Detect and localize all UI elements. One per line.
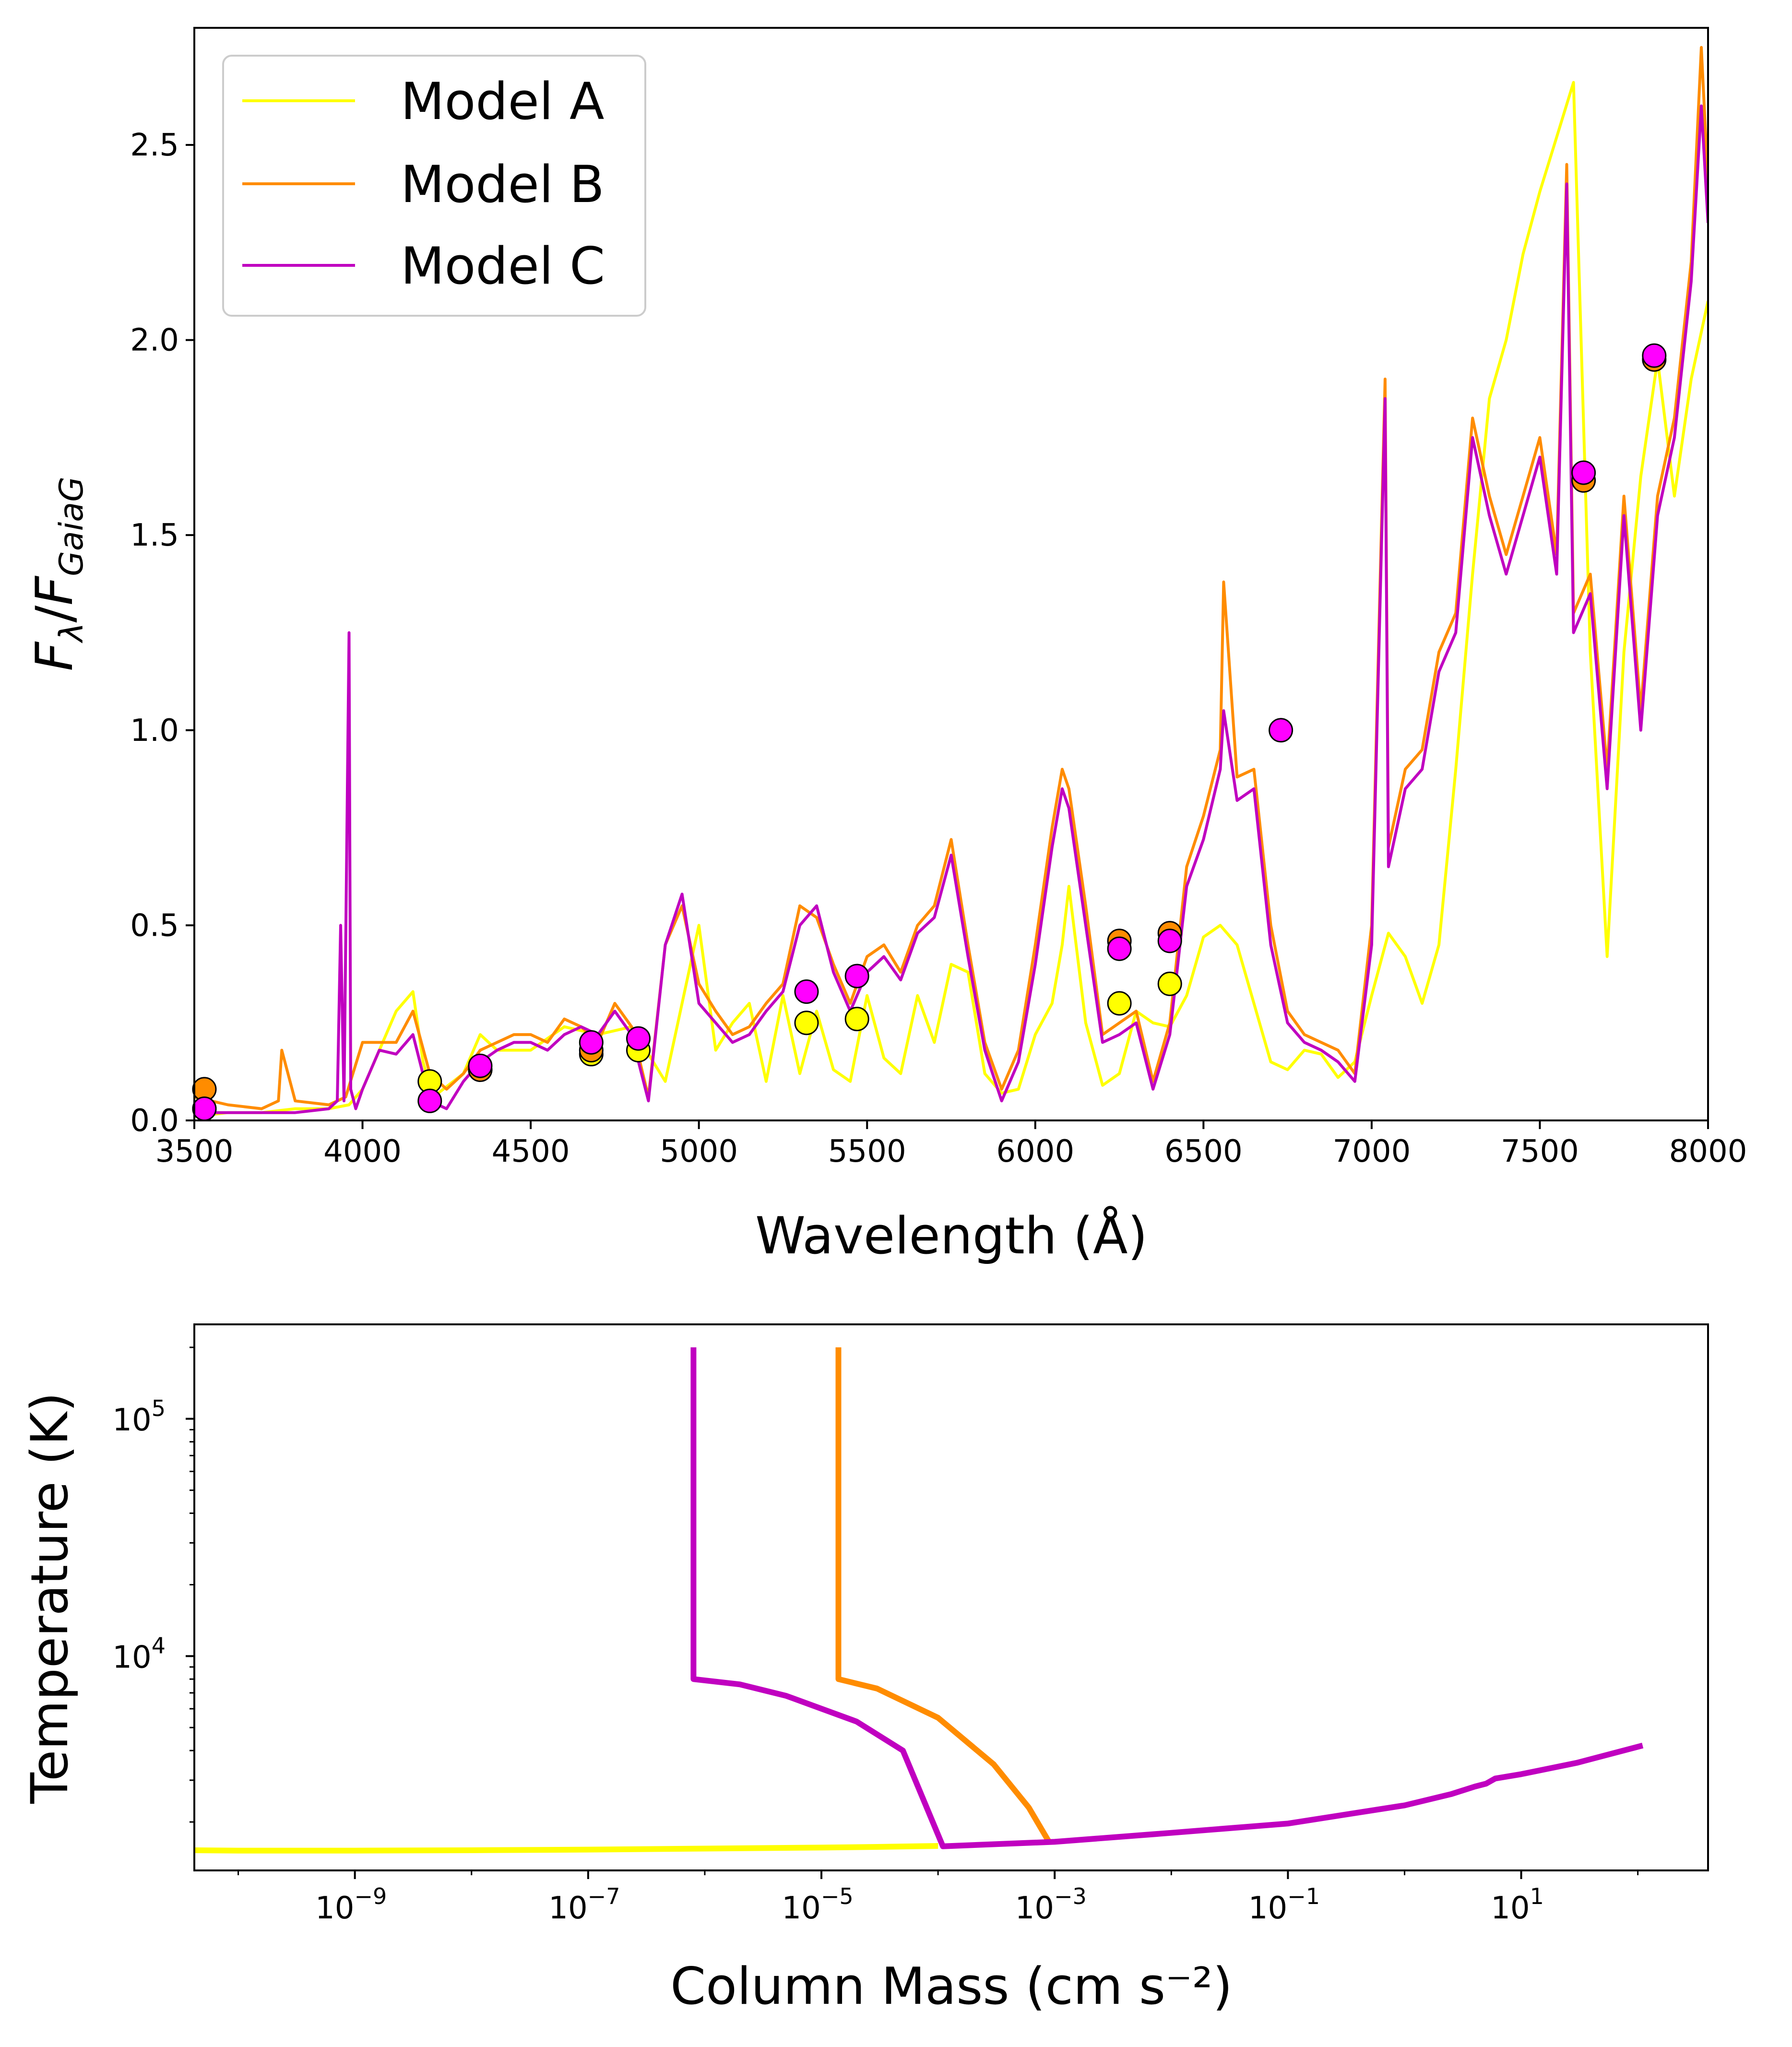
x-tick-label: 3500 <box>155 1134 234 1169</box>
legend-box <box>222 55 646 317</box>
spectrum-y-ticks: 0.0 0.5 1.0 1.5 2.0 2.5 <box>130 128 194 1139</box>
photometry-points <box>192 343 1667 1121</box>
temperature-profile-lines <box>194 1347 1644 1854</box>
x-tick-label: 6000 <box>996 1134 1074 1169</box>
photometry-point-model-a <box>794 1011 819 1035</box>
y-tick-label: 1.0 <box>130 713 179 749</box>
x-tick-label: 7500 <box>1501 1134 1579 1169</box>
legend-label-model-b: Model B <box>401 155 605 214</box>
photometry-point-model-c <box>417 1088 442 1113</box>
legend-label-model-a: Model A <box>401 72 604 131</box>
spectrum-y-axis-label: Fλ/FGaiaG <box>25 476 91 671</box>
x-tick-label: 7000 <box>1332 1134 1411 1169</box>
x-tick-label: 6500 <box>1164 1134 1243 1169</box>
photometry-point-model-c <box>1642 343 1667 368</box>
y-tick-label: 2.5 <box>130 128 179 163</box>
legend-label-model-c: Model C <box>401 237 605 296</box>
y-tick-label: 1.5 <box>130 518 179 553</box>
photometry-point-model-c <box>1269 718 1294 743</box>
photometry-point-model-c <box>1107 936 1132 961</box>
temperature-line-model-c <box>690 1347 1644 1849</box>
temperature-x-axis-label: Column Mass (cm s⁻²) <box>670 1957 1233 2016</box>
photometry-point-model-c <box>1571 460 1596 485</box>
temperature-y-axis-label: Temperature (K) <box>20 1392 79 1804</box>
spectrum-line-model-b <box>194 46 1708 1110</box>
spectrum-lines <box>194 46 1708 1118</box>
spectrum-line-model-a <box>194 81 1708 1118</box>
photometry-point-model-a <box>1157 971 1182 996</box>
photometry-point-model-c <box>192 1096 217 1121</box>
photometry-point-model-c <box>794 979 819 1004</box>
photometry-point-model-c <box>844 964 869 988</box>
x-tick-label: 5000 <box>660 1134 738 1169</box>
spectrum-line-model-c <box>194 104 1708 1114</box>
photometry-point-model-a <box>844 1007 869 1032</box>
photometry-point-model-c <box>579 1030 604 1055</box>
photometry-point-model-c <box>1157 928 1182 953</box>
legend: Model A Model B Model C <box>222 55 646 317</box>
temperature-axes-frame <box>193 1323 1709 1871</box>
spectrum-x-axis-label: Wavelength (Å) <box>755 1206 1148 1265</box>
y-tick-label: 2.0 <box>130 323 179 358</box>
x-tick-label: 10−7 <box>548 1883 620 1926</box>
x-tick-label: 4500 <box>492 1134 570 1169</box>
temperature-line-model-b <box>835 1347 1052 1844</box>
photometry-point-model-c <box>468 1053 493 1078</box>
spectrum-panel: 3500 4000 4500 5000 5500 6000 6500 7000 7500 8000… <box>25 27 1747 1265</box>
x-tick-label: 5500 <box>828 1134 906 1169</box>
x-tick-label: 4000 <box>323 1134 402 1169</box>
x-tick-label: 8000 <box>1669 1134 1747 1169</box>
photometry-point-model-a <box>1107 991 1132 1016</box>
temperature-line-model-a <box>194 1843 938 1854</box>
y-tick-label: 0.5 <box>130 908 179 943</box>
photometry-point-model-c <box>626 1026 651 1051</box>
spectrum-x-ticks: 3500 4000 4500 5000 5500 6000 6500 7000 7500 8000 <box>155 1120 1747 1169</box>
spectrum-axes-frame <box>193 27 1709 1121</box>
y-tick-label: 0.0 <box>130 1103 179 1139</box>
